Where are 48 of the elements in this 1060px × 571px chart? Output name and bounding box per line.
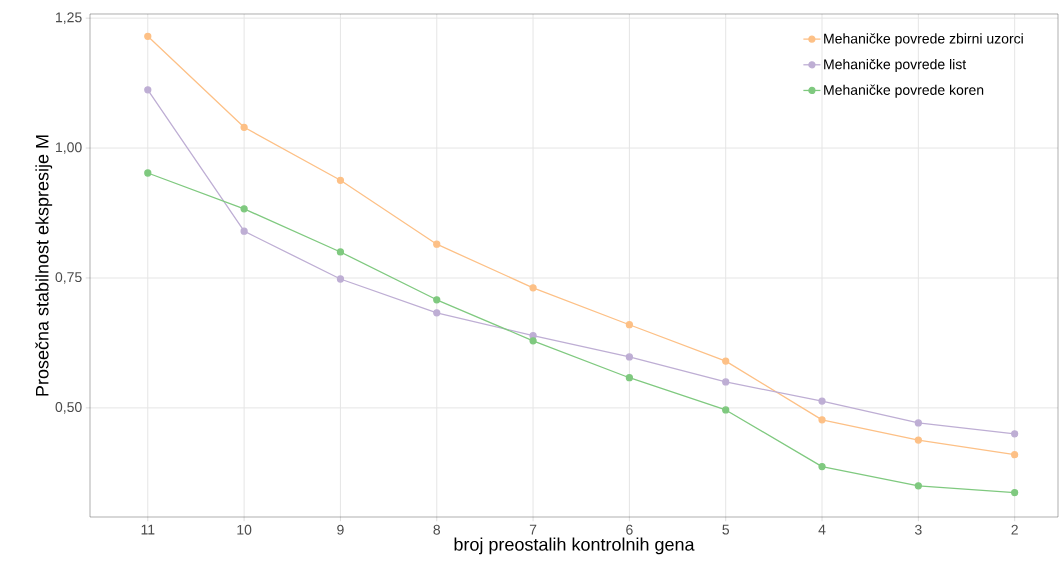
point bbox=[1011, 430, 1019, 438]
point bbox=[144, 169, 152, 177]
y-axis-title: Prosečna stabilnost ekspresije M bbox=[35, 135, 53, 396]
point bbox=[433, 240, 441, 248]
point bbox=[1011, 488, 1019, 497]
y-tick-label: 0,50 bbox=[55, 402, 82, 414]
x-tick-label: 5 bbox=[722, 524, 730, 535]
point bbox=[240, 227, 248, 235]
point bbox=[722, 406, 730, 414]
legend-label: Mehaničke povrede zbirni uzorci bbox=[824, 33, 1023, 47]
x-tick-label: 8 bbox=[433, 524, 441, 535]
y-tick-label: 0,75 bbox=[55, 272, 82, 284]
point bbox=[240, 123, 248, 131]
x-tick-label: 9 bbox=[337, 524, 344, 535]
x-tick-label: 2 bbox=[1011, 524, 1018, 535]
point bbox=[722, 357, 730, 365]
point bbox=[529, 337, 537, 345]
y-tick-label: 1,00 bbox=[56, 142, 82, 154]
x-axis-title: broj preostalih kontrolnih gena bbox=[454, 537, 695, 555]
point bbox=[818, 462, 826, 471]
point bbox=[625, 321, 634, 329]
point bbox=[433, 309, 441, 317]
point bbox=[625, 353, 634, 361]
x-tick-label: 7 bbox=[529, 524, 537, 535]
point bbox=[818, 416, 826, 424]
point bbox=[336, 248, 345, 256]
point bbox=[144, 86, 152, 94]
x-tick-label: 3 bbox=[914, 524, 922, 535]
point bbox=[336, 176, 345, 184]
point bbox=[1011, 451, 1019, 459]
point bbox=[144, 32, 152, 40]
x-tick-label: 4 bbox=[818, 524, 826, 535]
y-tick-label: 1,25 bbox=[56, 12, 82, 24]
point bbox=[818, 397, 826, 405]
point bbox=[529, 284, 537, 292]
point bbox=[914, 436, 922, 444]
point bbox=[914, 419, 922, 427]
point bbox=[625, 374, 634, 382]
point bbox=[722, 378, 730, 386]
x-tick-label: 10 bbox=[237, 524, 252, 535]
x-tick-label: 6 bbox=[626, 524, 633, 535]
point bbox=[914, 482, 922, 490]
point bbox=[240, 205, 248, 213]
point bbox=[336, 275, 345, 283]
legend-label: Mehaničke povrede koren bbox=[824, 84, 984, 98]
legend-label: Mehaničke povrede list bbox=[824, 58, 967, 73]
x-tick-label: 11 bbox=[141, 524, 155, 535]
point bbox=[433, 296, 441, 304]
